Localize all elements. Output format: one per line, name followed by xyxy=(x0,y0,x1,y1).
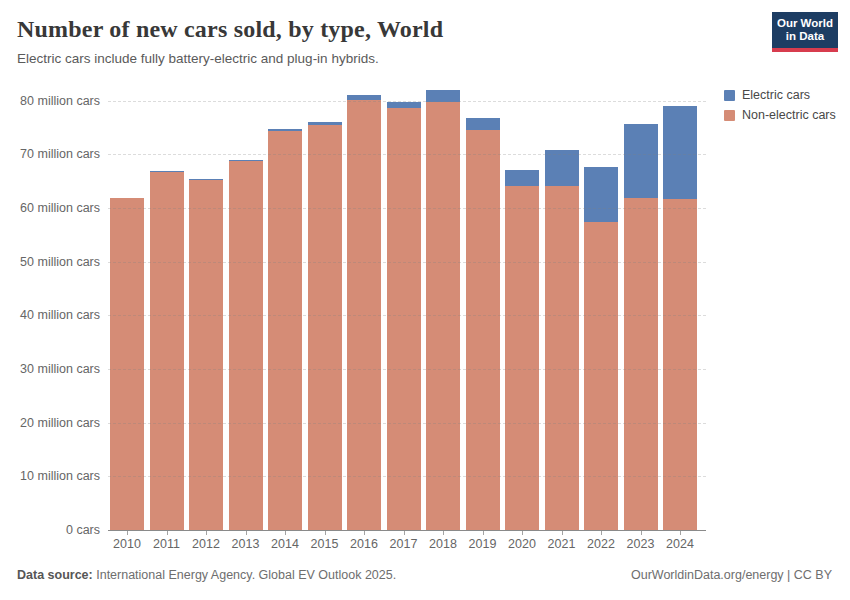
gridline-10 xyxy=(108,476,706,477)
bar-2013-electric[interactable] xyxy=(229,160,263,161)
x-tick xyxy=(404,531,405,535)
bar-2014[interactable] xyxy=(268,129,302,531)
x-tick xyxy=(167,531,168,535)
bar-2010-non-electric[interactable] xyxy=(110,198,144,531)
page-title: Number of new cars sold, by type, World xyxy=(17,16,717,43)
data-source-text: International Energy Agency. Global EV O… xyxy=(93,568,396,582)
x-tick xyxy=(246,531,247,535)
bar-2019-electric[interactable] xyxy=(466,118,500,130)
bar-2015[interactable] xyxy=(308,122,342,531)
plot-area xyxy=(108,85,706,531)
bar-2012[interactable] xyxy=(189,179,223,531)
gridline-70 xyxy=(108,154,706,155)
bar-2020-electric[interactable] xyxy=(505,170,539,186)
bar-2020-non-electric[interactable] xyxy=(505,186,539,531)
y-tick-label: 70 million cars xyxy=(4,147,100,161)
bar-2012-non-electric[interactable] xyxy=(189,180,223,531)
y-tick-label: 50 million cars xyxy=(4,255,100,269)
gridline-80 xyxy=(108,101,706,102)
non-electric-swatch-icon xyxy=(724,110,735,121)
bar-2015-non-electric[interactable] xyxy=(308,125,342,531)
bar-2016-electric[interactable] xyxy=(347,95,381,100)
x-tick xyxy=(483,531,484,535)
legend: Electric cars Non-electric cars xyxy=(724,88,836,122)
owid-logo[interactable]: Our World in Data xyxy=(772,12,838,48)
y-tick-label: 10 million cars xyxy=(4,469,100,483)
bar-2016[interactable] xyxy=(347,95,381,531)
owid-url-link[interactable]: OurWorldinData.org/energy | CC BY xyxy=(631,568,832,582)
bar-2021-electric[interactable] xyxy=(545,150,579,185)
x-tick xyxy=(127,531,128,535)
y-tick-label: 20 million cars xyxy=(4,416,100,430)
bar-2015-electric[interactable] xyxy=(308,122,342,125)
x-tick xyxy=(601,531,602,535)
x-tick xyxy=(522,531,523,535)
x-tick xyxy=(325,531,326,535)
owid-logo-line1: Our World xyxy=(777,17,833,30)
bar-2022-electric[interactable] xyxy=(584,167,618,222)
gridline-20 xyxy=(108,423,706,424)
chart-page: Number of new cars sold, by type, World … xyxy=(0,0,850,600)
bar-2024[interactable] xyxy=(663,106,697,531)
x-tick xyxy=(443,531,444,535)
bar-2023-electric[interactable] xyxy=(624,124,658,198)
bar-2019-non-electric[interactable] xyxy=(466,130,500,531)
gridline-50 xyxy=(108,262,706,263)
bar-2014-non-electric[interactable] xyxy=(268,131,302,532)
electric-swatch-icon xyxy=(724,90,735,101)
x-tick xyxy=(285,531,286,535)
x-tick xyxy=(680,531,681,535)
bar-2021-non-electric[interactable] xyxy=(545,186,579,531)
bar-2023-non-electric[interactable] xyxy=(624,198,658,531)
bar-2019[interactable] xyxy=(466,118,500,531)
chart-subtitle: Electric cars include fully battery-elec… xyxy=(17,51,379,66)
gridline-0 xyxy=(108,530,706,531)
bar-2022-non-electric[interactable] xyxy=(584,222,618,531)
gridline-30 xyxy=(108,369,706,370)
y-tick-label: 60 million cars xyxy=(4,201,100,215)
gridline-60 xyxy=(108,208,706,209)
bar-2023[interactable] xyxy=(624,124,658,531)
legend-item-electric[interactable]: Electric cars xyxy=(724,88,836,102)
gridline-40 xyxy=(108,315,706,316)
x-tick xyxy=(206,531,207,535)
bar-2017-non-electric[interactable] xyxy=(387,108,421,531)
x-tick xyxy=(562,531,563,535)
bar-2018[interactable] xyxy=(426,90,460,531)
legend-label: Non-electric cars xyxy=(742,108,836,122)
bar-2017[interactable] xyxy=(387,102,421,531)
y-tick-label: 80 million cars xyxy=(4,94,100,108)
data-source-note: Data source: International Energy Agency… xyxy=(17,568,396,582)
bar-2024-non-electric[interactable] xyxy=(663,199,697,531)
x-tick xyxy=(364,531,365,535)
data-source-label: Data source: xyxy=(17,568,93,582)
owid-logo-accent-bar xyxy=(772,48,838,52)
legend-label: Electric cars xyxy=(742,88,810,102)
bar-2024-electric[interactable] xyxy=(663,106,697,199)
x-tick xyxy=(641,531,642,535)
bar-2014-electric[interactable] xyxy=(268,129,302,131)
bar-2017-electric[interactable] xyxy=(387,102,421,108)
y-tick-label: 30 million cars xyxy=(4,362,100,376)
bar-2012-electric[interactable] xyxy=(189,179,223,180)
y-tick-label: 0 cars xyxy=(4,523,100,537)
owid-logo-line2: in Data xyxy=(786,30,824,43)
x-tick-label-2024: 2024 xyxy=(655,537,705,551)
bar-2010[interactable] xyxy=(110,198,144,531)
y-tick-label: 40 million cars xyxy=(4,308,100,322)
legend-item-non-electric[interactable]: Non-electric cars xyxy=(724,108,836,122)
bar-2018-non-electric[interactable] xyxy=(426,102,460,531)
